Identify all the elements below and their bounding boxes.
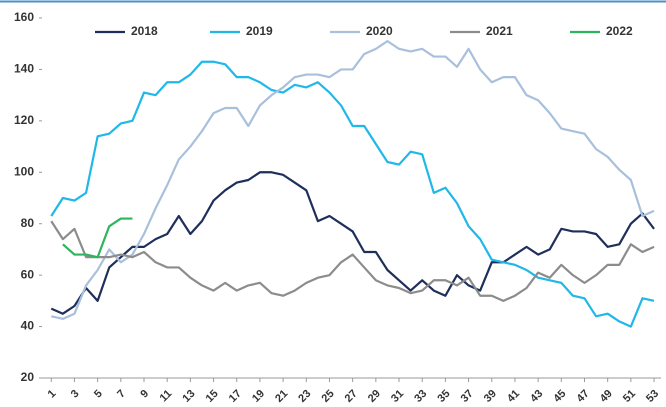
x-tick-label: 35 bbox=[435, 388, 452, 405]
x-tick-label: 5 bbox=[92, 388, 105, 401]
x-tick-label: 51 bbox=[621, 388, 638, 405]
x-tick-label: 29 bbox=[366, 388, 383, 405]
x-tick-label: 47 bbox=[575, 388, 592, 405]
series-line bbox=[50, 220, 655, 302]
x-tick-label: 23 bbox=[296, 388, 313, 405]
y-tick-label: 40 bbox=[21, 319, 35, 333]
x-tick-label: 15 bbox=[204, 388, 221, 405]
y-tick-label: 100 bbox=[14, 164, 34, 178]
x-tick-label: 3 bbox=[69, 388, 82, 401]
y-tick-label: 120 bbox=[14, 113, 34, 127]
x-tick-label: 21 bbox=[273, 388, 290, 405]
x-tick-label: 45 bbox=[551, 388, 568, 405]
x-tick-label: 7 bbox=[115, 388, 128, 401]
x-tick-label: 11 bbox=[158, 388, 175, 405]
legend-label: 2019 bbox=[246, 24, 273, 38]
x-tick-label: 53 bbox=[644, 388, 661, 405]
x-tick-label: 19 bbox=[250, 388, 267, 405]
y-tick-label: 80 bbox=[21, 216, 35, 230]
x-tick-label: 25 bbox=[320, 388, 337, 405]
x-tick-label: 31 bbox=[389, 388, 406, 405]
x-tick-label: 33 bbox=[412, 388, 429, 405]
x-tick-label: 27 bbox=[343, 388, 360, 405]
series-line bbox=[51, 40, 655, 320]
y-tick-label: 60 bbox=[21, 267, 35, 281]
x-tick-label: 43 bbox=[528, 388, 545, 405]
legend-label: 2018 bbox=[131, 24, 158, 38]
x-tick-label: 41 bbox=[505, 388, 522, 405]
x-tick-label: 37 bbox=[459, 388, 476, 405]
legend-label: 2021 bbox=[486, 24, 513, 38]
series-line bbox=[62, 217, 133, 259]
x-tick-label: 39 bbox=[482, 388, 499, 405]
y-tick-label: 160 bbox=[14, 10, 34, 24]
x-tick-label: 49 bbox=[598, 388, 615, 405]
y-tick-label: 20 bbox=[21, 370, 35, 384]
x-tick-label: 13 bbox=[180, 388, 197, 405]
series-line bbox=[50, 171, 655, 315]
x-tick-label: 9 bbox=[138, 388, 151, 401]
x-tick-label: 17 bbox=[227, 388, 244, 405]
x-tick-label: 1 bbox=[46, 388, 59, 401]
series-line bbox=[50, 60, 655, 328]
legend-label: 2020 bbox=[366, 24, 393, 38]
y-tick-label: 140 bbox=[14, 62, 34, 76]
legend-label: 2022 bbox=[606, 24, 633, 38]
